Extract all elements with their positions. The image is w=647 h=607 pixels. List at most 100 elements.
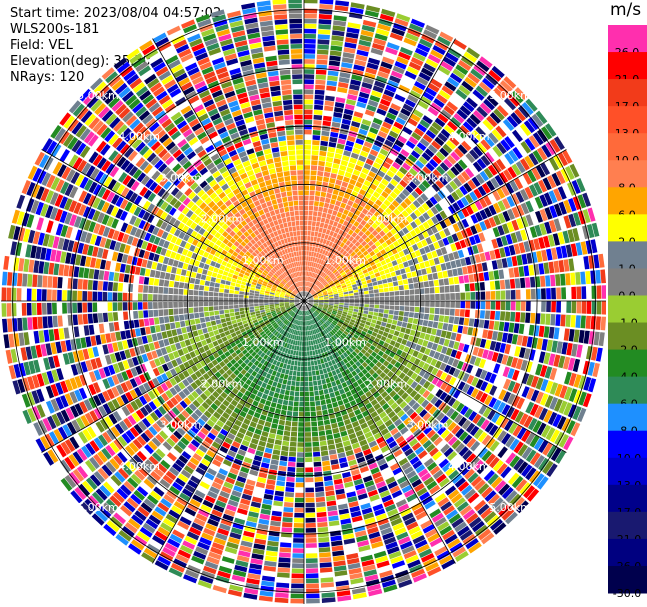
velocity-gate — [324, 297, 329, 299]
velocity-gate — [282, 440, 290, 447]
velocity-gate — [304, 160, 311, 165]
velocity-gate — [319, 238, 324, 244]
velocity-gate — [309, 289, 314, 294]
velocity-gate — [549, 429, 560, 443]
velocity-gate — [406, 215, 414, 223]
velocity-gate — [444, 364, 452, 374]
velocity-gate — [513, 243, 521, 255]
velocity-gate — [304, 79, 314, 85]
velocity-gate — [406, 361, 413, 369]
velocity-gate — [315, 400, 321, 406]
velocity-gate — [299, 391, 304, 397]
velocity-gate — [435, 151, 446, 161]
velocity-gate — [424, 333, 431, 341]
velocity-gate — [314, 471, 323, 477]
velocity-gate — [336, 447, 345, 454]
velocity-gate — [544, 395, 554, 408]
velocity-gate — [304, 190, 309, 196]
velocity-gate — [512, 424, 523, 437]
velocity-gate — [475, 337, 482, 347]
velocity-gate — [313, 295, 318, 298]
velocity-gate — [278, 557, 291, 563]
velocity-gate — [425, 267, 432, 274]
velocity-gate — [358, 325, 364, 331]
velocity-gate — [367, 314, 373, 319]
velocity-gate — [432, 272, 438, 280]
velocity-gate — [482, 407, 492, 418]
velocity-gate — [313, 296, 319, 299]
velocity-gate — [378, 66, 391, 75]
velocity-gate — [553, 218, 562, 232]
velocity-gate — [529, 226, 538, 238]
velocity-gate — [389, 305, 395, 310]
velocity-gate — [336, 284, 342, 289]
velocity-gate — [282, 399, 289, 406]
velocity-gate — [361, 330, 367, 336]
velocity-gate — [516, 427, 527, 440]
velocity-gate — [474, 223, 483, 233]
velocity-gate — [306, 251, 309, 256]
velocity-gate — [511, 90, 524, 104]
velocity-gate — [493, 375, 502, 386]
velocity-gate — [512, 369, 520, 381]
velocity-gate — [313, 267, 317, 273]
velocity-gate — [386, 135, 396, 143]
velocity-gate — [277, 567, 290, 573]
velocity-gate — [352, 286, 358, 291]
velocity-gate — [485, 291, 491, 300]
velocity-gate — [431, 121, 443, 132]
velocity-gate — [207, 326, 213, 333]
velocity-gate — [282, 522, 293, 528]
velocity-gate — [312, 436, 319, 442]
velocity-gate — [325, 429, 333, 435]
velocity-gate — [324, 100, 335, 107]
velocity-gate — [295, 386, 300, 392]
velocity-gate — [393, 315, 399, 321]
velocity-gate — [315, 486, 324, 493]
velocity-gate — [349, 321, 355, 326]
velocity-gate — [316, 281, 321, 286]
velocity-gate — [454, 162, 464, 173]
velocity-gate — [343, 176, 350, 183]
velocity-gate — [284, 390, 290, 396]
velocity-gate — [378, 182, 386, 191]
velocity-gate — [572, 227, 580, 242]
velocity-gate — [318, 14, 332, 20]
velocity-gate — [481, 183, 491, 194]
velocity-gate — [525, 312, 531, 323]
velocity-gate — [468, 318, 475, 327]
velocity-gate — [382, 317, 388, 323]
velocity-gate — [508, 322, 515, 333]
velocity-gate — [306, 286, 308, 292]
velocity-gate — [383, 287, 389, 292]
velocity-gate — [403, 311, 409, 317]
velocity-gate — [369, 250, 376, 257]
velocity-gate — [261, 575, 275, 582]
velocity-gate — [405, 185, 414, 194]
velocity-gate — [334, 299, 339, 301]
velocity-gate — [350, 79, 362, 86]
velocity-gate — [380, 98, 391, 107]
velocity-gate — [330, 274, 335, 279]
velocity-gate — [390, 103, 401, 112]
velocity-gate — [544, 221, 552, 234]
velocity-gate — [444, 81, 457, 92]
velocity-gate — [386, 170, 395, 178]
velocity-gate — [335, 442, 344, 449]
velocity-gate — [340, 271, 346, 276]
velocity-gate — [452, 389, 461, 399]
velocity-gate — [363, 287, 369, 292]
velocity-gate — [454, 284, 460, 292]
velocity-gate — [347, 263, 353, 268]
velocity-gate — [333, 305, 339, 308]
velocity-gate — [409, 295, 415, 301]
velocity-gate — [388, 314, 394, 320]
velocity-gate — [358, 253, 365, 259]
velocity-gate — [434, 307, 440, 315]
velocity-gate — [425, 58, 439, 69]
velocity-gate — [381, 94, 393, 102]
velocity-gate — [489, 281, 496, 290]
velocity-gate — [304, 411, 311, 417]
velocity-gate — [311, 365, 315, 371]
velocity-gate — [426, 327, 432, 334]
